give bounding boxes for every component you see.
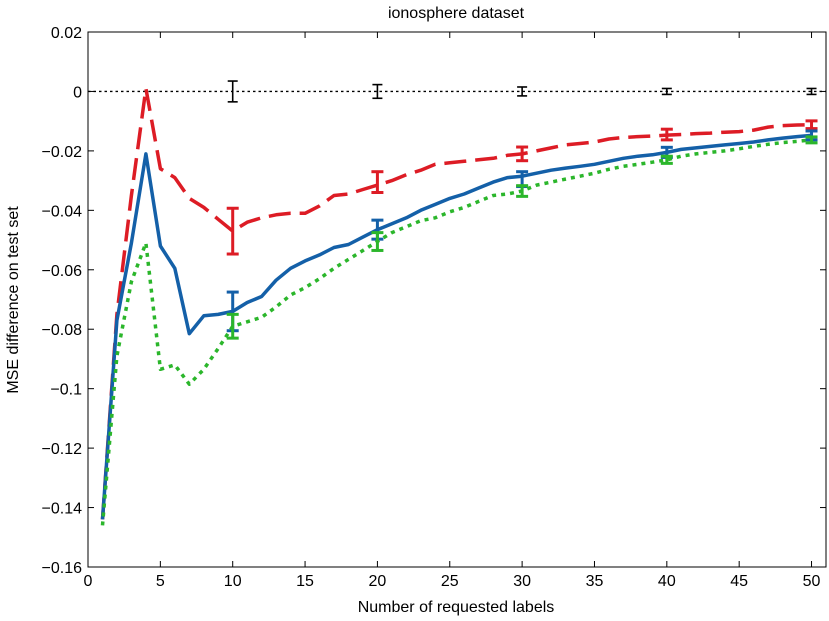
x-tick-label: 40: [658, 573, 676, 590]
chart-title: ionosphere dataset: [388, 5, 525, 22]
y-tick-label: −0.16: [42, 560, 83, 577]
x-tick-label: 0: [84, 573, 93, 590]
x-axis-label: Number of requested labels: [358, 599, 555, 616]
x-tick-label: 30: [513, 573, 531, 590]
plot-frame: [87, 31, 827, 568]
plot-area: 0 5 10 15 20 25 30 35 40 45 50 0.02 0 −0.02 −0.04 −0.06…: [42, 25, 827, 590]
dashed-series-line: [100, 86, 812, 520]
y-tick-label: 0: [73, 84, 82, 101]
x-tick-label: 45: [730, 573, 748, 590]
solid-series-line: [100, 133, 812, 520]
y-tick-label: −0.12: [42, 441, 83, 458]
x-tick-label: 25: [441, 573, 459, 590]
y-tick-label: −0.02: [42, 144, 83, 161]
x-tick-label: 15: [296, 573, 314, 590]
x-tick-label: 10: [224, 573, 242, 590]
x-tick-label: 50: [803, 573, 821, 590]
y-tick-label: −0.1: [50, 382, 82, 399]
y-tick-label: −0.04: [42, 203, 83, 220]
y-tick-label: −0.14: [42, 501, 83, 518]
y-tick-label: −0.06: [42, 263, 83, 280]
y-tick-label: −0.08: [42, 322, 83, 339]
y-tick-label: 0.02: [51, 25, 82, 42]
x-tick-label: 35: [586, 573, 604, 590]
x-tick-label: 5: [156, 573, 165, 590]
x-tick-label: 20: [369, 573, 387, 590]
y-axis-label: MSE difference on test set: [5, 206, 22, 394]
